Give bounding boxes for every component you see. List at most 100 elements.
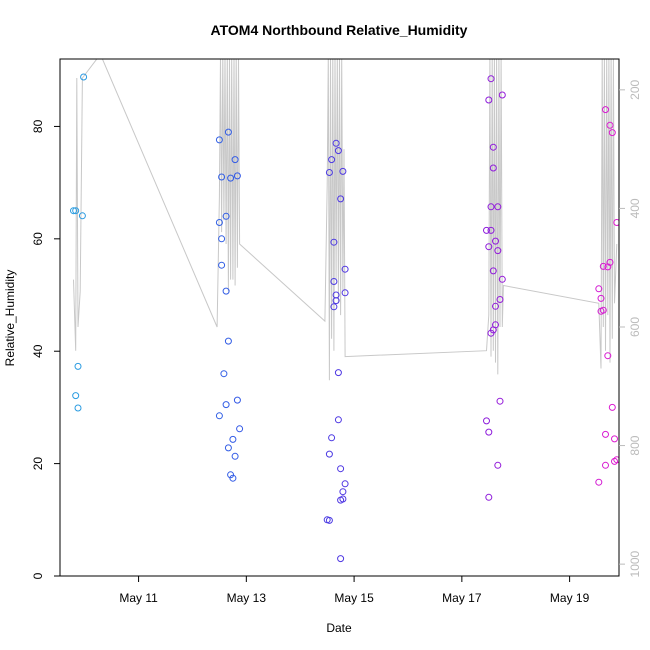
data-point-84 bbox=[602, 106, 609, 114]
y2-tick-label: 1000 bbox=[628, 550, 642, 577]
y-tick-label: 40 bbox=[31, 344, 45, 358]
data-point-86 bbox=[602, 461, 609, 469]
data-point-64 bbox=[489, 164, 497, 172]
data-point-23 bbox=[229, 474, 237, 482]
data-point-10 bbox=[218, 173, 226, 181]
y-tick-label: 60 bbox=[31, 232, 45, 246]
data-point-71 bbox=[494, 203, 502, 211]
data-point-24 bbox=[231, 156, 239, 164]
data-point-81 bbox=[597, 294, 605, 302]
data-point-44 bbox=[337, 465, 345, 473]
data-point-92 bbox=[608, 129, 616, 137]
data-point-27 bbox=[233, 396, 241, 404]
data-point-18 bbox=[224, 337, 232, 345]
data-point-14 bbox=[222, 212, 230, 220]
data-point-34 bbox=[328, 156, 336, 164]
data-point-60 bbox=[487, 75, 495, 83]
y-axis-label: Relative_Humidity bbox=[3, 270, 17, 367]
data-point-3 bbox=[72, 392, 80, 400]
y-tick-label: 0 bbox=[31, 572, 45, 579]
data-point-77 bbox=[498, 275, 506, 283]
data-point-53 bbox=[341, 265, 349, 273]
data-point-0 bbox=[70, 207, 77, 215]
data-point-49 bbox=[339, 167, 347, 175]
data-point-51 bbox=[341, 289, 349, 297]
data-point-48 bbox=[339, 488, 347, 496]
chart-title: ATOM4 Northbound Relative_Humidity bbox=[211, 22, 468, 38]
data-point-40 bbox=[332, 291, 340, 299]
data-point-58 bbox=[485, 428, 493, 436]
data-point-9 bbox=[215, 412, 223, 420]
data-point-91 bbox=[608, 403, 616, 411]
plot-area bbox=[70, 59, 619, 563]
data-point-85 bbox=[602, 430, 609, 438]
y2-tick-label: 200 bbox=[628, 79, 642, 99]
data-point-19 bbox=[224, 444, 232, 452]
axes: 0 20 40 60 80 200 400 600 800 1000 May 11 May 13 May… bbox=[31, 58, 642, 605]
data-point-82 bbox=[599, 262, 607, 270]
data-point-17 bbox=[224, 128, 232, 136]
data-point-15 bbox=[222, 287, 230, 295]
x-tick-label: May 15 bbox=[334, 591, 374, 605]
x-tick-label: May 17 bbox=[442, 591, 482, 605]
data-point-67 bbox=[489, 143, 497, 151]
data-point-72 bbox=[494, 247, 502, 255]
data-point-96 bbox=[613, 456, 619, 464]
data-point-42 bbox=[334, 147, 342, 155]
data-point-37 bbox=[330, 238, 338, 246]
data-point-65 bbox=[489, 267, 497, 275]
data-point-57 bbox=[485, 96, 493, 104]
data-point-13 bbox=[220, 370, 228, 378]
data-point-73 bbox=[494, 461, 502, 469]
data-point-68 bbox=[492, 237, 499, 245]
data-point-95 bbox=[613, 219, 619, 226]
data-point-74 bbox=[496, 397, 504, 405]
data-point-26 bbox=[233, 172, 241, 180]
data-point-6 bbox=[80, 73, 88, 81]
data-point-83 bbox=[599, 306, 607, 314]
data-point-21 bbox=[227, 174, 235, 182]
y2-tick-label: 800 bbox=[628, 435, 642, 455]
data-point-32 bbox=[325, 516, 333, 524]
data-point-47 bbox=[337, 555, 345, 563]
data-point-56 bbox=[485, 243, 493, 251]
x-axis-label: Date bbox=[326, 621, 352, 635]
data-point-16 bbox=[222, 401, 230, 409]
data-point-87 bbox=[604, 352, 612, 360]
data-point-63 bbox=[487, 226, 495, 234]
data-point-43 bbox=[334, 416, 342, 424]
data-point-8 bbox=[215, 219, 223, 226]
data-point-76 bbox=[498, 91, 506, 99]
data-point-25 bbox=[231, 452, 239, 460]
data-point-70 bbox=[492, 321, 499, 329]
data-point-38 bbox=[332, 139, 340, 147]
data-point-35 bbox=[330, 278, 338, 285]
x-tick-label: May 13 bbox=[227, 591, 267, 605]
data-point-69 bbox=[492, 302, 499, 310]
data-point-90 bbox=[606, 258, 614, 266]
data-point-2 bbox=[74, 362, 82, 370]
plot-frame bbox=[59, 58, 620, 577]
data-point-12 bbox=[218, 235, 226, 243]
data-point-36 bbox=[330, 303, 338, 311]
data-point-61 bbox=[487, 203, 495, 211]
data-point-54 bbox=[483, 417, 490, 425]
data-point-30 bbox=[325, 169, 333, 176]
data-point-11 bbox=[218, 261, 226, 269]
data-point-1 bbox=[72, 207, 80, 215]
x-tick-label: May 11 bbox=[119, 591, 158, 605]
data-point-7 bbox=[215, 136, 223, 144]
series-line-0 bbox=[73, 59, 618, 381]
y-tick-label: 20 bbox=[31, 457, 45, 471]
data-point-55 bbox=[483, 226, 490, 234]
data-point-4 bbox=[74, 404, 82, 412]
data-point-75 bbox=[496, 296, 504, 303]
data-point-59 bbox=[485, 493, 493, 501]
data-point-78 bbox=[595, 478, 603, 486]
y2-tick-label: 400 bbox=[628, 198, 642, 218]
data-point-33 bbox=[328, 434, 336, 442]
data-point-45 bbox=[337, 195, 345, 203]
data-point-79 bbox=[595, 285, 603, 293]
data-point-41 bbox=[334, 369, 342, 377]
